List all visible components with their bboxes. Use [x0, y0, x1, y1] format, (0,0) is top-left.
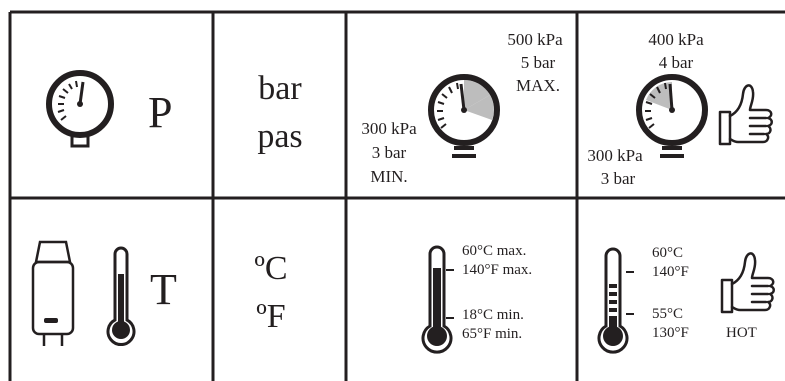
pressure-ideal-bottom-kpa: 300 kPa: [587, 146, 643, 165]
pressure-gauge-icon: [46, 70, 114, 148]
pressure-min-kpa: 300 kPa: [361, 119, 417, 138]
pressure-ideal-bottom-bar: 3 bar: [600, 169, 636, 188]
temperature-hot-bottom-f: 130°F: [652, 325, 689, 341]
temperature-hot-top-f: 140°F: [652, 264, 689, 280]
pressure-unit-pas: pas: [257, 118, 303, 155]
pressure-gauge-ideal-icon: [636, 74, 708, 158]
thermometer-icon: [106, 246, 136, 347]
pressure-max-label: MAX.: [516, 76, 560, 95]
pressure-gauge-range-icon: [428, 74, 500, 158]
thermometer-range-icon: [421, 245, 454, 354]
pressure-unit-bar: bar: [258, 70, 302, 107]
temperature-hot-label: HOT: [726, 325, 757, 341]
temperature-hot-top-c: 60°C: [652, 245, 684, 261]
thumbs-up-icon: [718, 84, 773, 146]
pressure-min-bar: 3 bar: [371, 143, 407, 162]
pressure-max-bar: 5 bar: [520, 53, 556, 72]
pressure-min-label: MIN.: [370, 167, 408, 186]
pressure-ideal-top-bar: 4 bar: [658, 53, 694, 72]
temperature-max-f: 140°F max.: [462, 262, 533, 278]
temperature-unit-f: ºF: [256, 298, 286, 335]
temperature-unit-c: ºC: [254, 250, 288, 287]
pressure-ideal-top-kpa: 400 kPa: [648, 30, 704, 49]
temperature-min-c: 18°C min.: [462, 307, 524, 323]
water-heater-icon: [31, 240, 75, 346]
pressure-max-kpa: 500 kPa: [507, 30, 563, 49]
temperature-hot-bottom-c: 55°C: [652, 306, 684, 322]
thermometer-hot-icon: [597, 247, 634, 354]
temperature-max-c: 60°C max.: [462, 243, 527, 259]
pressure-symbol: P: [148, 88, 173, 137]
temperature-symbol: T: [150, 265, 177, 314]
temperature-min-f: 65°F min.: [462, 326, 523, 342]
thumbs-up-hot-icon: [720, 252, 775, 314]
